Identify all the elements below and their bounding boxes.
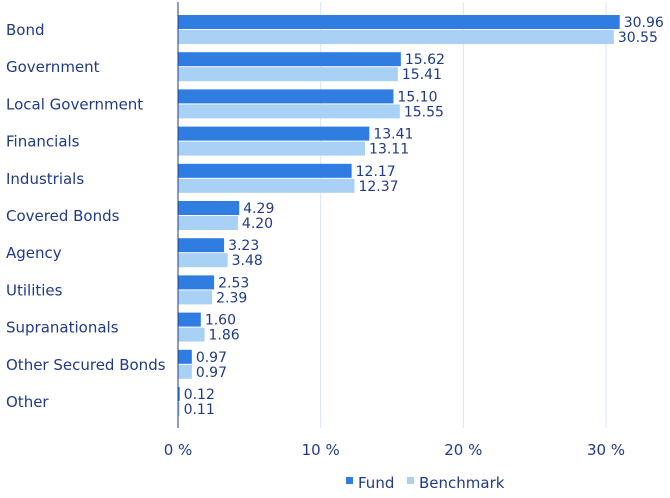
fund-value-label: 0.97 <box>196 350 227 366</box>
category-labels: Bond Government Local Government Financials… <box>6 21 166 411</box>
benchmark-bar <box>178 253 228 268</box>
x-tick-label: 30 % <box>587 441 625 459</box>
benchmark-bar <box>178 141 366 156</box>
category-label: Agency <box>6 244 62 262</box>
benchmark-bar <box>178 104 400 119</box>
x-tick-label: 0 % <box>164 441 193 459</box>
benchmark-value-label: 2.39 <box>216 290 247 306</box>
category-label: Government <box>6 58 100 76</box>
category-label: Supranationals <box>6 319 119 337</box>
fund-value-label: 15.10 <box>397 89 437 105</box>
fund-bar <box>178 126 370 141</box>
fund-bar <box>178 349 192 364</box>
fund-bar <box>178 89 394 104</box>
category-label: Other Secured Bonds <box>6 356 166 374</box>
benchmark-value-label: 13.11 <box>369 142 409 158</box>
fund-bar <box>178 312 201 327</box>
benchmark-value-label: 0.11 <box>184 402 215 418</box>
fund-value-label: 30.96 <box>624 15 664 31</box>
bars <box>178 15 620 416</box>
benchmark-value-label: 1.86 <box>209 328 240 344</box>
legend-swatch-benchmark <box>407 477 414 484</box>
fund-value-label: 13.41 <box>373 127 413 143</box>
fund-bar <box>178 387 180 401</box>
category-label: Bond <box>6 21 45 39</box>
benchmark-bar <box>178 178 355 193</box>
category-label: Financials <box>6 133 80 151</box>
category-label: Industrials <box>6 170 84 188</box>
fund-value-label: 0.12 <box>184 387 215 403</box>
legend: Fund Benchmark <box>346 474 505 492</box>
category-label: Covered Bonds <box>6 207 120 225</box>
benchmark-bar <box>178 327 205 342</box>
benchmark-value-label: 4.20 <box>242 216 273 232</box>
fund-bar <box>178 15 620 29</box>
benchmark-value-label: 0.97 <box>196 365 227 381</box>
x-tick-label: 20 % <box>444 441 482 459</box>
fund-value-label: 1.60 <box>205 313 236 329</box>
fund-value-label: 4.29 <box>243 201 274 217</box>
category-label: Local Government <box>6 95 143 113</box>
category-label: Other <box>6 393 49 411</box>
fund-bar <box>178 52 401 67</box>
benchmark-value-label: 15.41 <box>402 67 442 83</box>
benchmark-bar <box>178 290 213 305</box>
fund-bar <box>178 163 352 178</box>
benchmark-bar <box>178 364 192 379</box>
fund-bar <box>178 201 240 215</box>
category-label: Utilities <box>6 281 63 299</box>
x-tick-label: 10 % <box>302 441 340 459</box>
legend-label-fund: Fund <box>358 474 394 492</box>
benchmark-value-label: 15.55 <box>404 104 444 120</box>
benchmark-bar <box>178 216 238 230</box>
benchmark-value-label: 3.48 <box>232 253 263 269</box>
legend-swatch-fund <box>346 477 353 484</box>
fund-bar <box>178 238 225 253</box>
benchmark-bar <box>178 30 614 44</box>
benchmark-bar <box>178 67 398 82</box>
benchmark-value-label: 12.37 <box>358 179 398 195</box>
legend-label-benchmark: Benchmark <box>419 474 505 492</box>
x-tick-labels: 0 % 10 % 20 % 30 % <box>164 441 625 459</box>
fund-value-label: 3.23 <box>228 238 259 254</box>
fund-value-label: 2.53 <box>218 275 249 291</box>
fund-value-label: 12.17 <box>356 164 396 180</box>
benchmark-bar <box>178 402 180 416</box>
benchmark-value-label: 30.55 <box>618 30 658 46</box>
fund-bar <box>178 275 215 290</box>
fund-value-label: 15.62 <box>405 52 445 68</box>
